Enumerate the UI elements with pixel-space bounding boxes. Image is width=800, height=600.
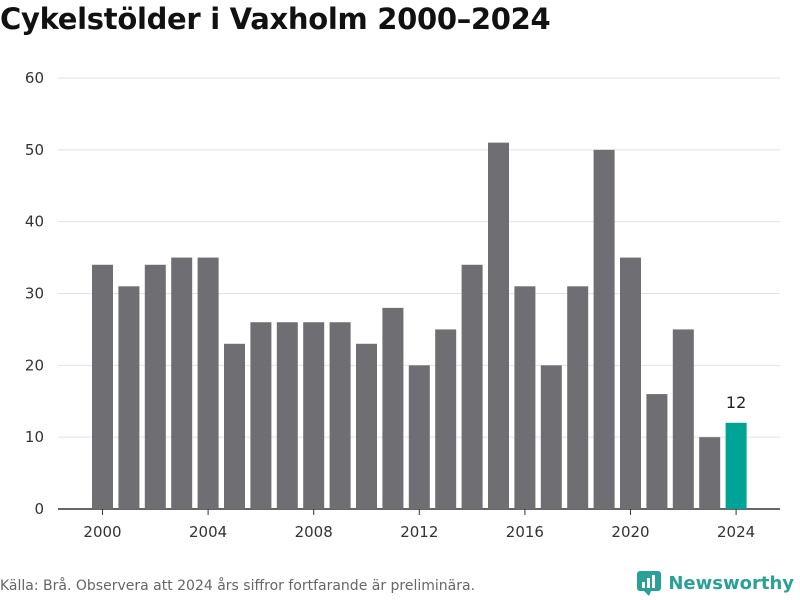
bar-2010 (356, 343, 377, 509)
labels: 0 10 20 30 40 50 60 2000 2004 2008 2012 2016 2020 202… (25, 69, 755, 541)
bar-2022 (672, 329, 694, 509)
bar-2014 (461, 264, 483, 509)
bar-2023 (699, 437, 721, 509)
x-tick-label: 2012 (400, 523, 438, 541)
bar-2007 (276, 322, 298, 509)
x-tick-label: 2008 (295, 523, 333, 541)
bar-2003 (171, 257, 193, 509)
bar-2016 (514, 286, 536, 509)
bar-2000 (92, 264, 113, 509)
brand-logo: Newsworthy (636, 570, 794, 596)
bar-2019 (593, 149, 615, 510)
x-tick-label: 2000 (83, 523, 121, 541)
bar-2024 (725, 422, 747, 509)
y-tick-label: 20 (25, 356, 44, 374)
bar-2013 (435, 329, 457, 509)
newsworthy-logo-icon (637, 571, 662, 596)
bar-2001 (118, 286, 140, 509)
y-tick-label: 40 (25, 213, 44, 231)
bar-2005 (224, 343, 245, 509)
bar-2004 (197, 257, 219, 509)
x-tick-label: 2020 (611, 523, 649, 541)
bars (92, 142, 747, 510)
brand-name: Newsworthy (668, 572, 794, 594)
bar-chart: 0 10 20 30 40 50 60 2000 2004 2008 2012 2016 2020 202… (25, 69, 780, 541)
x-tick-label: 2016 (506, 523, 544, 541)
data-label-2024: 12 (726, 393, 746, 412)
bar-2011 (382, 307, 404, 509)
bar-2017 (540, 365, 562, 509)
x-tick-label: 2024 (717, 523, 755, 541)
x-tick-label: 2004 (189, 523, 227, 541)
chart-title: Cykelstölder i Vaxholm 2000–2024 (0, 2, 551, 36)
bar-2009 (329, 322, 351, 509)
source-note: Källa: Brå. Observera att 2024 års siffr… (0, 578, 476, 594)
bar-2002 (144, 264, 166, 509)
y-tick-label: 60 (25, 69, 44, 87)
y-tick-label: 10 (25, 428, 44, 446)
bar-2015 (488, 142, 509, 509)
y-tick-label: 0 (34, 500, 44, 518)
bar-2006 (250, 322, 272, 509)
bar-2018 (567, 286, 589, 509)
y-tick-label: 50 (25, 141, 44, 159)
bar-2020 (620, 257, 641, 509)
y-tick-label: 30 (25, 285, 44, 303)
bar-2008 (303, 322, 325, 509)
bar-2012 (408, 365, 430, 509)
bar-2021 (646, 394, 668, 509)
